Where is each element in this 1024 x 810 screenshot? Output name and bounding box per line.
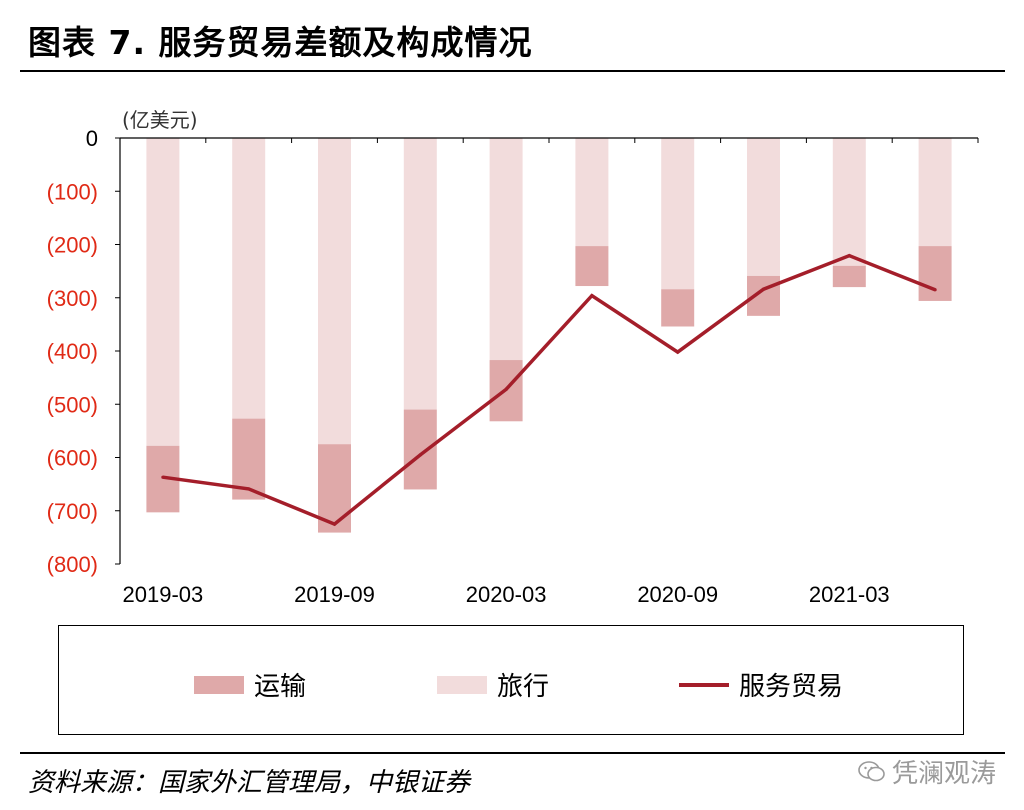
y-tick-label: (300)	[47, 286, 98, 311]
bar-travel	[918, 138, 952, 247]
x-tick-label: 2020-03	[466, 582, 547, 607]
figure-title: 图表 7. 服务贸易差额及构成情况	[28, 23, 533, 62]
legend-item-transport: 运输	[194, 666, 306, 703]
y-tick-label: (100)	[47, 179, 98, 204]
bar-travel	[318, 138, 351, 445]
services-trade-point	[590, 294, 594, 298]
chart-plot: 0 (100) (200) (300) (400) (500) (600) (700) (800…	[47, 126, 979, 607]
watermark: 凭澜观涛	[858, 753, 996, 790]
y-tick-label: (500)	[47, 392, 98, 417]
legend: 运输 旅行 服务贸易	[58, 625, 964, 735]
legend-item-travel: 旅行	[437, 666, 549, 703]
x-tick-label: 2019-03	[123, 582, 204, 607]
title-rule	[20, 70, 1005, 72]
y-tick-label: 0	[86, 126, 98, 151]
x-tick-label: 2020-09	[637, 582, 718, 607]
services-trade-line	[162, 253, 936, 527]
watermark-text: 凭澜观涛	[892, 759, 997, 789]
legend-item-services-trade: 服务贸易	[679, 666, 843, 703]
source-note: 资料来源：国家外汇管理局，中银证券	[28, 768, 471, 798]
y-tick-label: (600)	[47, 446, 98, 471]
bar-travel	[489, 138, 523, 361]
wechat-icon	[858, 760, 885, 781]
services-trade-point	[332, 522, 337, 526]
y-tick-label: (700)	[47, 499, 98, 524]
services-trade-point	[161, 475, 165, 479]
bar-transport	[575, 246, 609, 287]
bar-travel	[747, 138, 780, 276]
y-tick-label: (400)	[47, 339, 98, 364]
bar-travel	[232, 138, 266, 419]
bar-travel	[832, 138, 866, 266]
bar-transport	[403, 409, 437, 490]
services-trade-point	[847, 254, 851, 258]
legend-label-travel: 旅行	[497, 672, 550, 702]
services-trade-point	[676, 350, 680, 354]
legend-swatch-services-trade	[679, 682, 729, 687]
legend-swatch-transport	[194, 675, 244, 694]
bar-travel	[403, 138, 437, 410]
bar-transport	[918, 246, 952, 301]
services-trade-point	[933, 288, 937, 292]
services-trade-point	[761, 287, 766, 291]
bar-travel	[661, 138, 695, 290]
legend-label-transport: 运输	[254, 672, 307, 702]
x-tick-label: 2021-03	[809, 582, 890, 607]
x-tick-label: 2019-09	[294, 582, 375, 607]
bar-travel	[146, 138, 180, 446]
y-tick-label: (200)	[47, 233, 98, 258]
bar-transport	[832, 265, 866, 288]
source-rule	[20, 752, 1005, 754]
y-axis-unit-label: (亿美元)	[122, 108, 198, 132]
services-trade-point	[418, 453, 422, 457]
y-tick-label: (800)	[47, 552, 98, 577]
services-trade-point	[247, 487, 251, 491]
services-trade-point	[504, 387, 508, 391]
legend-swatch-travel	[437, 675, 487, 694]
bar-travel	[575, 138, 609, 247]
legend-label-services-trade: 服务贸易	[739, 672, 844, 702]
bar-transport	[661, 289, 695, 327]
